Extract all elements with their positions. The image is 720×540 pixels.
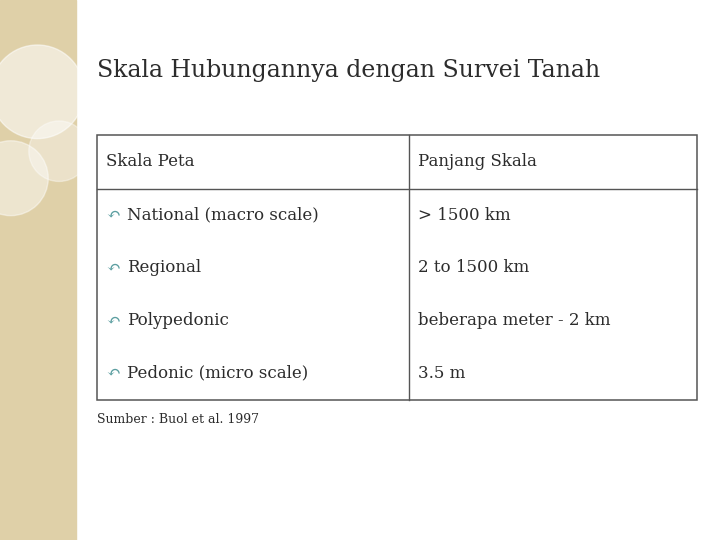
Text: Regional: Regional [127,260,202,276]
Text: National (macro scale): National (macro scale) [127,207,319,224]
Text: Panjang Skala: Panjang Skala [418,153,536,171]
Text: beberapa meter - 2 km: beberapa meter - 2 km [418,312,611,329]
Text: ↶: ↶ [106,207,120,224]
Text: ↶: ↶ [106,260,120,276]
Text: ↶: ↶ [106,365,120,382]
Bar [0,0,76,540]
Ellipse shape [0,141,48,215]
Ellipse shape [29,121,89,181]
Text: ↶: ↶ [106,312,120,329]
Ellipse shape [0,45,84,139]
Text: Sumber : Buol et al. 1997: Sumber : Buol et al. 1997 [97,413,259,426]
Text: Skala Peta: Skala Peta [106,153,194,171]
Text: Pedonic (micro scale): Pedonic (micro scale) [127,365,309,382]
Text: Polypedonic: Polypedonic [127,312,229,329]
Text: 2 to 1500 km: 2 to 1500 km [418,260,529,276]
Text: Skala Hubungannya dengan Survei Tanah: Skala Hubungannya dengan Survei Tanah [97,59,600,83]
Text: 3.5 m: 3.5 m [418,365,465,382]
Text: > 1500 km: > 1500 km [418,207,510,224]
Bar [97,135,697,400]
